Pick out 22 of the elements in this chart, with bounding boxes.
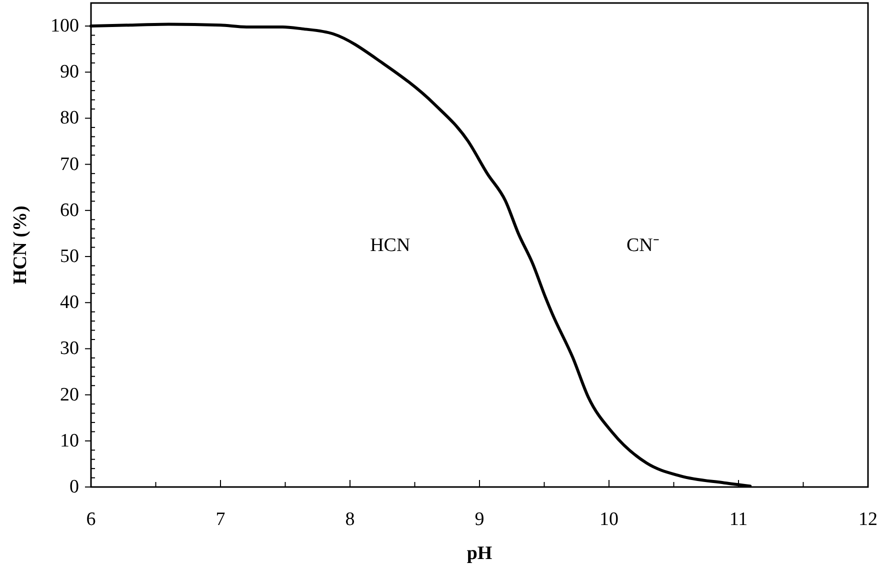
x-tick-label: 9 — [474, 509, 484, 530]
y-tick-label: 0 — [70, 476, 79, 498]
x-tick-label: 7 — [216, 509, 226, 530]
y-tick-label: 60 — [60, 200, 79, 221]
y-tick-label: 80 — [60, 108, 79, 129]
annotation: CN⁻ — [626, 234, 659, 256]
y-tick-label: 70 — [60, 154, 79, 175]
y-tick-label: 30 — [60, 338, 79, 360]
x-tick-label: 12 — [858, 509, 878, 530]
x-tick-label: 10 — [600, 509, 618, 530]
y-tick-label: 10 — [60, 430, 79, 452]
x-axis-title: pH — [466, 543, 492, 564]
y-tick-label: 100 — [50, 16, 79, 37]
y-tick-label: 50 — [60, 246, 79, 268]
x-tick-label: 11 — [729, 509, 748, 530]
y-tick-label: 90 — [60, 62, 79, 83]
y-tick-label: 20 — [60, 384, 79, 406]
y-tick-label: 40 — [60, 292, 79, 314]
x-tick-label: 8 — [345, 509, 355, 530]
x-tick-label: 6 — [86, 509, 96, 530]
y-axis-title: HCN (%) — [10, 206, 30, 284]
annotation: HCN — [370, 234, 410, 256]
